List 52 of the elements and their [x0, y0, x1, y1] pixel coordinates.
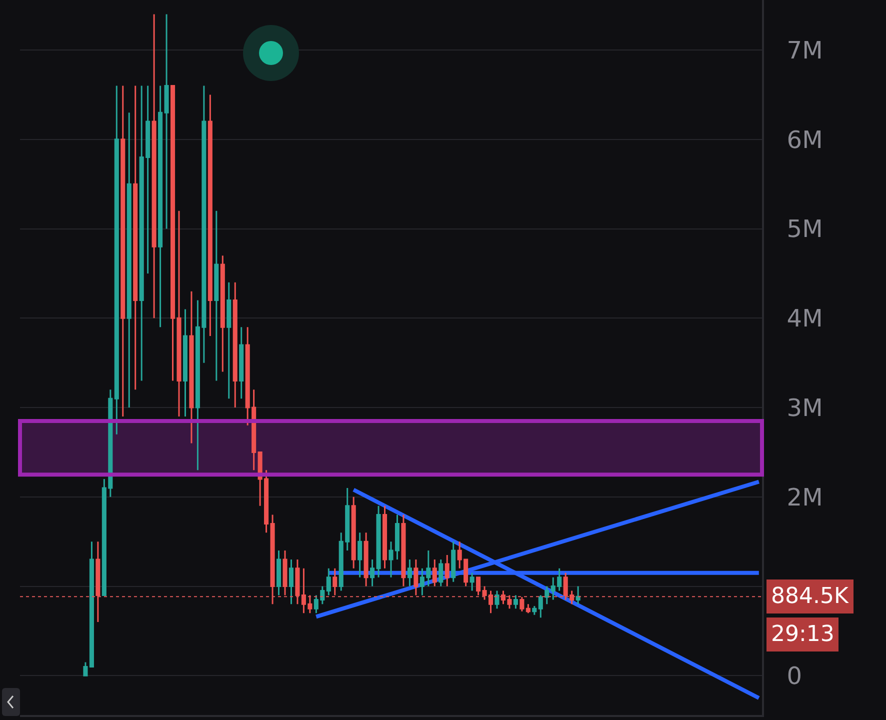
candlestick: [214, 210, 219, 382]
candlestick: [444, 554, 450, 588]
y-tick-label: 5M: [786, 215, 823, 244]
candlestick: [270, 514, 275, 605]
candlestick: [158, 85, 163, 328]
candlestick: [232, 282, 238, 408]
candlestick: [276, 550, 282, 596]
candlestick: [438, 558, 444, 588]
candlestick: [114, 85, 119, 436]
candlestick: [414, 558, 418, 596]
ref-line-label: 884.5K: [771, 584, 849, 609]
candlestick: [96, 540, 100, 623]
text: 29:13: [771, 622, 834, 647]
candlestick: [208, 94, 212, 337]
candlestick: [470, 572, 474, 592]
candlestick: [288, 558, 294, 605]
candlestick: [376, 505, 381, 578]
candlestick: [332, 568, 338, 596]
candlestick: [358, 532, 362, 578]
candlestick: [189, 290, 194, 444]
candlestick: [513, 594, 518, 610]
candlestick: [520, 596, 524, 612]
candlestick: [370, 558, 375, 588]
candlestick: [164, 14, 169, 230]
candlestick: [152, 14, 156, 319]
candlestick: [451, 540, 456, 583]
candlestick: [401, 514, 406, 588]
candlestick: [532, 605, 537, 616]
candlestick: [226, 282, 232, 400]
y-tick-label: 6M: [786, 126, 823, 154]
candlestick: [133, 85, 138, 390]
y-tick-label: 3M: [786, 394, 823, 422]
candlestick: [494, 590, 500, 610]
candlestick: [576, 586, 580, 605]
y-tick-label: 4M: [786, 304, 823, 333]
candlestick: [126, 112, 132, 408]
candlestick: [407, 558, 412, 588]
candlestick: [182, 308, 188, 418]
candlestick: [476, 576, 481, 596]
candlestick: [382, 505, 388, 570]
candlestick: [282, 550, 288, 596]
candlestick: [432, 558, 437, 588]
candlestick: [120, 85, 126, 418]
y-tick-label: 2M: [786, 483, 823, 512]
candlestick: [364, 532, 368, 588]
candlestick: [220, 254, 225, 373]
candlestick: [526, 603, 530, 614]
y-tick-label: 7M: [786, 36, 823, 64]
candlestick: [326, 568, 331, 596]
candlestick: [239, 326, 244, 400]
y-tick-label: 0: [786, 662, 802, 690]
candlestick: [351, 496, 356, 570]
